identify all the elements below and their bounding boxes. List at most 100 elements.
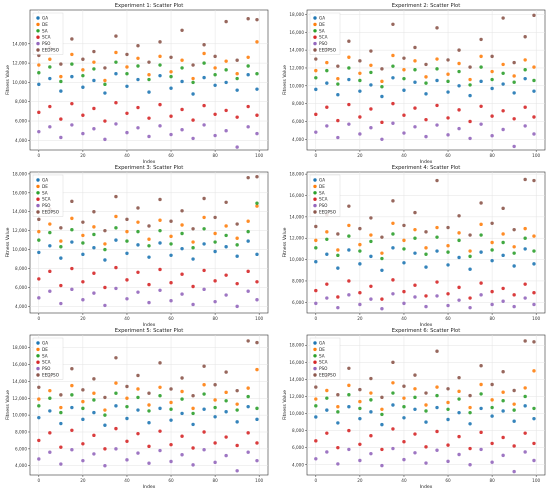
- data-point: [468, 254, 472, 259]
- data-point: [325, 237, 329, 241]
- x-axis-label: Index: [143, 159, 156, 165]
- data-point: [136, 395, 140, 400]
- data-point: [235, 443, 239, 448]
- data-point: [391, 403, 395, 407]
- data-point: [191, 246, 195, 250]
- data-point: [125, 439, 129, 443]
- data-point: [48, 409, 52, 413]
- series-eedpso: [314, 339, 536, 400]
- legend-marker: [36, 366, 40, 371]
- data-point: [59, 410, 63, 415]
- chart-title: Experiment 1: Scatter Plot: [115, 3, 183, 9]
- data-point: [70, 383, 74, 388]
- series-pso: [37, 286, 259, 309]
- data-point: [180, 292, 184, 296]
- data-point: [468, 65, 472, 69]
- data-point: [92, 106, 96, 111]
- data-point: [235, 222, 239, 226]
- data-point: [92, 391, 96, 395]
- data-point: [92, 49, 96, 54]
- data-point: [213, 112, 217, 116]
- x-tick-label: 0: [37, 153, 40, 158]
- series-ga: [37, 404, 259, 427]
- data-point: [435, 78, 439, 83]
- data-point: [147, 282, 151, 287]
- data-point: [347, 383, 351, 388]
- legend-label: SA: [42, 353, 48, 358]
- data-point: [70, 123, 74, 127]
- data-point: [468, 119, 472, 124]
- data-point: [147, 116, 151, 120]
- data-point: [158, 429, 162, 433]
- data-point: [158, 54, 162, 59]
- legend-label: DE: [319, 22, 325, 27]
- data-point: [59, 226, 63, 230]
- data-point: [358, 302, 362, 307]
- data-point: [235, 402, 239, 406]
- data-point: [70, 101, 74, 106]
- data-point: [37, 110, 41, 115]
- y-tick-label: 16,000: [12, 190, 27, 195]
- data-point: [125, 278, 129, 282]
- data-point: [114, 404, 118, 408]
- data-point: [125, 239, 129, 243]
- data-point: [191, 76, 195, 81]
- data-point: [114, 426, 118, 431]
- y-tick-label: 14,000: [12, 379, 27, 384]
- data-point: [402, 416, 406, 420]
- data-point: [424, 81, 428, 85]
- data-point: [490, 405, 494, 410]
- data-point: [191, 411, 195, 416]
- legend-label: PSO: [42, 203, 51, 208]
- data-point: [235, 420, 239, 424]
- data-point: [213, 215, 217, 220]
- data-point: [169, 132, 173, 137]
- data-point: [413, 295, 417, 299]
- data-point: [457, 84, 461, 88]
- data-point: [70, 266, 74, 271]
- data-point: [169, 387, 173, 391]
- x-tick-label: 0: [37, 316, 40, 321]
- data-point: [246, 404, 250, 409]
- x-tick-label: 100: [255, 316, 263, 321]
- legend-marker: [313, 354, 317, 358]
- data-point: [48, 269, 52, 274]
- data-point: [114, 381, 118, 385]
- data-point: [224, 370, 228, 374]
- data-point: [147, 409, 151, 413]
- data-point: [224, 59, 228, 63]
- legend-marker: [36, 210, 40, 214]
- data-point: [468, 233, 472, 237]
- data-point: [391, 101, 395, 106]
- data-point: [402, 440, 406, 444]
- data-point: [490, 414, 494, 418]
- data-point: [169, 281, 173, 285]
- data-point: [224, 80, 228, 85]
- data-point: [125, 251, 129, 256]
- data-point: [255, 458, 259, 463]
- data-point: [457, 126, 461, 131]
- legend-marker: [36, 373, 40, 377]
- legend-label: EEDPSO: [42, 48, 60, 53]
- data-point: [369, 254, 373, 259]
- data-point: [224, 273, 228, 277]
- data-point: [235, 72, 239, 76]
- data-point: [70, 428, 74, 433]
- data-point: [380, 137, 384, 141]
- data-point: [37, 415, 41, 420]
- y-tick-label: 14,000: [12, 41, 27, 46]
- data-point: [213, 460, 217, 465]
- data-point: [435, 405, 439, 410]
- data-point: [103, 395, 107, 400]
- data-point: [369, 297, 373, 301]
- data-point: [446, 72, 450, 76]
- y-tick-label: 18,000: [289, 12, 304, 17]
- legend-label: DE: [319, 184, 325, 189]
- legend-label: SA: [319, 190, 325, 195]
- data-point: [391, 292, 395, 296]
- data-point: [246, 104, 250, 109]
- data-point: [380, 407, 384, 411]
- data-point: [136, 44, 140, 48]
- data-point: [136, 77, 140, 82]
